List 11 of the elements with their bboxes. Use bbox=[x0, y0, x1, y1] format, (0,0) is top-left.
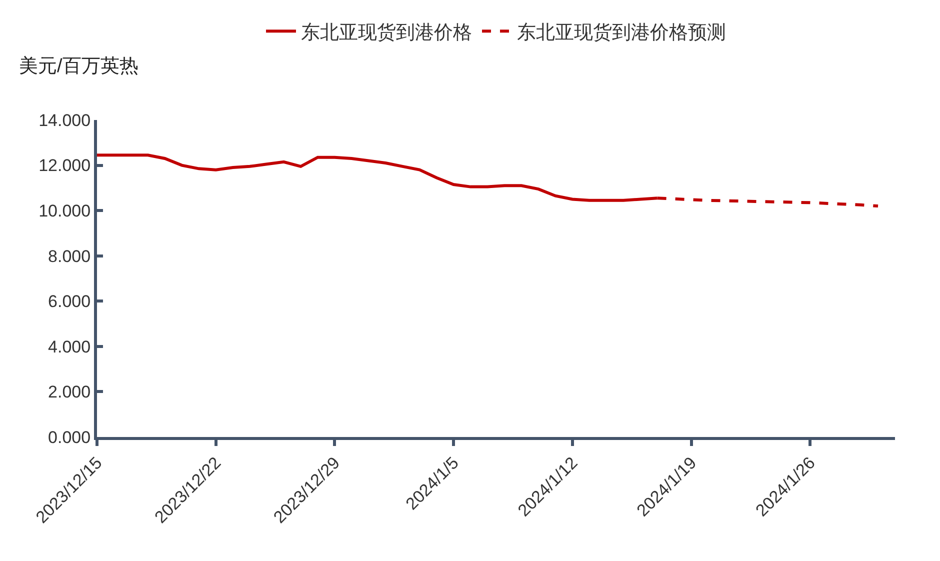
legend-label: 东北亚现货到港价格 bbox=[301, 22, 472, 44]
y-tick-label: 8.000 bbox=[48, 246, 91, 266]
y-tick-label: 12.000 bbox=[38, 156, 91, 176]
y-tick-label: 6.000 bbox=[48, 292, 91, 312]
y-tick-label: 10.000 bbox=[38, 202, 91, 221]
y-tick-label: 2.000 bbox=[48, 382, 91, 402]
y-tick-label: 4.000 bbox=[48, 337, 91, 356]
y-axis-title: 美元/百万英热 bbox=[19, 55, 138, 77]
y-tick-label: 0.000 bbox=[48, 428, 91, 447]
legend-label: 东北亚现货到港价格预测 bbox=[517, 22, 726, 44]
y-tick-label: 14.000 bbox=[38, 110, 91, 130]
